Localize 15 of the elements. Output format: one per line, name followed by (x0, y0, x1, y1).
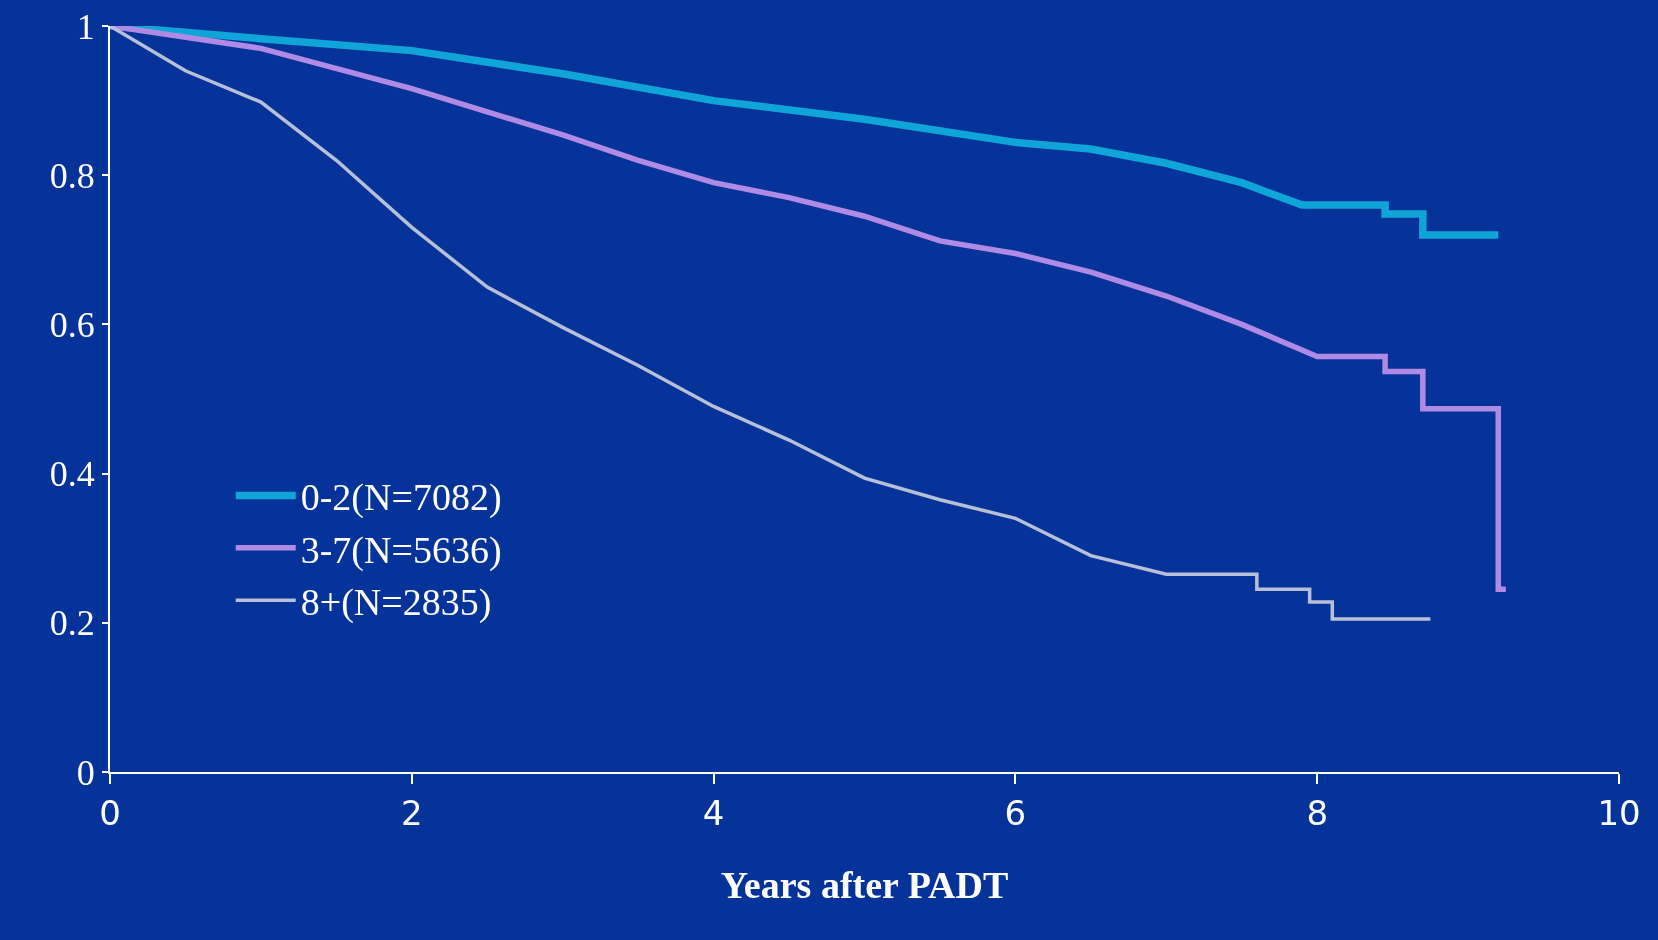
y-tick-label: 0.6 (49, 305, 95, 345)
x-tick-label: 4 (702, 792, 725, 833)
y-tick-label: 0.4 (49, 454, 95, 495)
x-tick-label: 8 (1306, 792, 1329, 833)
y-tick-label: 0.8 (49, 155, 95, 196)
x-tick-label: 10 (1597, 792, 1641, 833)
y-tick-label: 0 (76, 752, 95, 793)
legend-label: 3-7(N=5636) (300, 528, 502, 572)
legend-label: 8+(N=2835) (300, 581, 492, 625)
y-tick-label: 1 (76, 6, 95, 47)
x-tick-label: 6 (1004, 792, 1027, 833)
x-tick-label: 2 (400, 792, 423, 833)
legend-label: 0-2(N=7082) (300, 476, 502, 520)
y-tick-label: 0.2 (49, 603, 95, 644)
x-axis-title: Years after PADT (720, 864, 1009, 907)
